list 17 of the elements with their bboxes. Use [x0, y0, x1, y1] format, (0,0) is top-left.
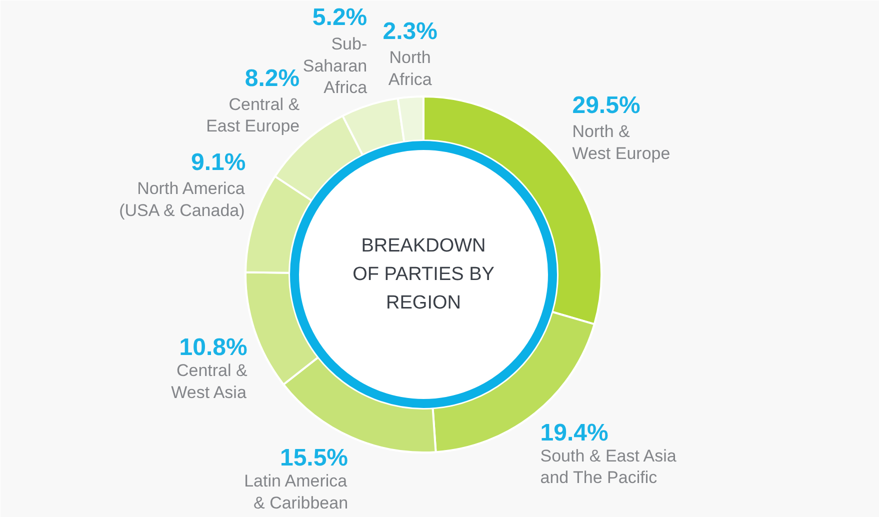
data-label: 29.5%	[572, 92, 640, 119]
data-label: 19.4%	[540, 419, 608, 446]
data-label: 5.2%	[312, 4, 368, 32]
slice-label: Central & East Europe	[206, 94, 300, 136]
slice-label: Central & West Asia	[171, 361, 248, 402]
text: BREAKDOWN OF PARTIES BY REGION	[352, 236, 495, 314]
data-label: 8.2%	[244, 64, 300, 92]
slice-label: North Africa	[388, 48, 432, 89]
data-label: 10.8%	[179, 334, 248, 362]
slice-label: North & West Europe	[572, 122, 670, 163]
data-label: 2.3%	[382, 18, 438, 45]
slice-label: South & East Asia and The Pacific	[540, 446, 677, 488]
data-label: 9.1%	[191, 148, 246, 176]
slice-label: North America (USA & Canada)	[119, 178, 246, 220]
slice-label: Latin America & Caribbean	[244, 472, 348, 512]
slice-label: Sub- Saharan Africa	[302, 34, 368, 98]
data-label: 15.5%	[280, 444, 348, 472]
